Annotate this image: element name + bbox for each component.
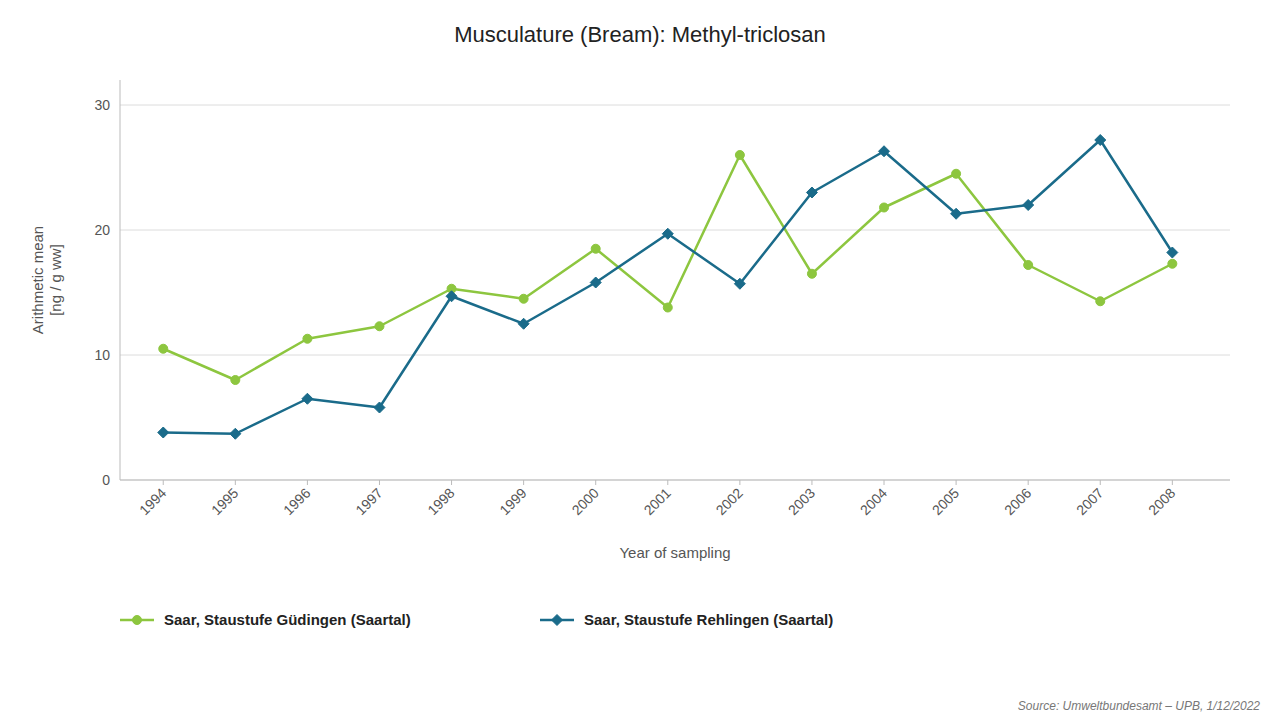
legend-label: Saar, Staustufe Rehlingen (Saartal) [584,611,833,628]
series-marker [663,303,672,312]
series-marker [806,187,817,198]
x-tick-label: 2008 [1145,485,1178,518]
series-marker [880,203,889,212]
x-tick-label: 2000 [568,485,601,518]
x-tick-label: 1999 [496,485,529,518]
grid-line [120,105,1230,106]
y-tick-label: 10 [94,347,110,363]
x-tick-label: 2004 [857,485,890,518]
series-marker [879,146,890,157]
grid-line [120,355,1230,356]
x-tick [956,480,957,485]
series-marker [734,278,745,289]
series-marker [158,427,169,438]
series-line [163,155,1172,380]
x-axis-line [120,480,1230,481]
x-axis-label: Year of sampling [619,544,730,561]
series-marker [1095,135,1106,146]
series-marker [1024,261,1033,270]
y-tick-label: 30 [94,97,110,113]
series-marker [231,376,240,385]
x-tick [884,480,885,485]
grid-line [120,480,1230,481]
series-marker [302,393,313,404]
series-marker [230,428,241,439]
series-marker [518,318,529,329]
x-tick-label: 2003 [785,485,818,518]
plot-data [158,135,1178,440]
x-tick [523,480,524,485]
x-tick-label: 2001 [641,485,674,518]
grid-line [120,230,1230,231]
chart-svg: Musculature (Bream): Methyl-triclosan 0 10… [0,0,1280,720]
series-marker [374,402,385,413]
x-tick [667,480,668,485]
y-axis-label-line: Arithmetic mean [29,226,46,334]
series-marker [807,269,816,278]
x-tick-label: 2006 [1001,485,1034,518]
series-marker [446,291,457,302]
legend-label: Saar, Staustufe Güdingen (Saartal) [164,611,411,628]
series-marker [1167,247,1178,258]
x-tick-label: 1994 [136,485,169,518]
series-marker [159,344,168,353]
series-marker [1096,297,1105,306]
x-tick [235,480,236,485]
x-tick [1172,480,1173,485]
x-tick-label: 1995 [208,485,241,518]
x-tick-label: 2002 [713,485,746,518]
legend-marker [552,615,563,626]
series-marker [303,334,312,343]
chart-container: Musculature (Bream): Methyl-triclosan 0 10… [0,0,1280,720]
series-marker [662,228,673,239]
series-line [163,140,1172,434]
series-marker [519,294,528,303]
series-marker [590,277,601,288]
y-axis-line [120,80,121,480]
x-tick [1028,480,1029,485]
series-marker [591,244,600,253]
x-tick [739,480,740,485]
x-tick-label: 1998 [424,485,457,518]
series-marker [375,322,384,331]
title: Musculature (Bream): Methyl-triclosan [454,22,826,47]
x-tick-label: 1997 [352,485,385,518]
x-tick [1100,480,1101,485]
legend: Saar, Staustufe Güdingen (Saartal) Saar, … [120,611,833,628]
x-tick [595,480,596,485]
x-tick-label: 2007 [1073,485,1106,518]
legend-marker [133,616,142,625]
y-grid [120,105,1230,480]
y-tick-label: 20 [94,222,110,238]
x-tick [163,480,164,485]
series-marker [1023,200,1034,211]
y-axis-label: Arithmetic mean[ng / g ww] [29,226,64,334]
x-tick [811,480,812,485]
series-marker [1168,259,1177,268]
series-marker [951,208,962,219]
y-axis-label-line: [ng / g ww] [47,244,64,316]
series-marker [952,169,961,178]
x-tick [451,480,452,485]
source-note: Source: Umweltbundesamt – UPB, 1/12/2022 [1018,699,1260,713]
x-tick-label: 2005 [929,485,962,518]
x-tick [307,480,308,485]
x-tick [379,480,380,485]
series-marker [735,151,744,160]
y-tick-label: 0 [102,472,110,488]
background [0,0,1280,720]
x-tick-label: 1996 [280,485,313,518]
